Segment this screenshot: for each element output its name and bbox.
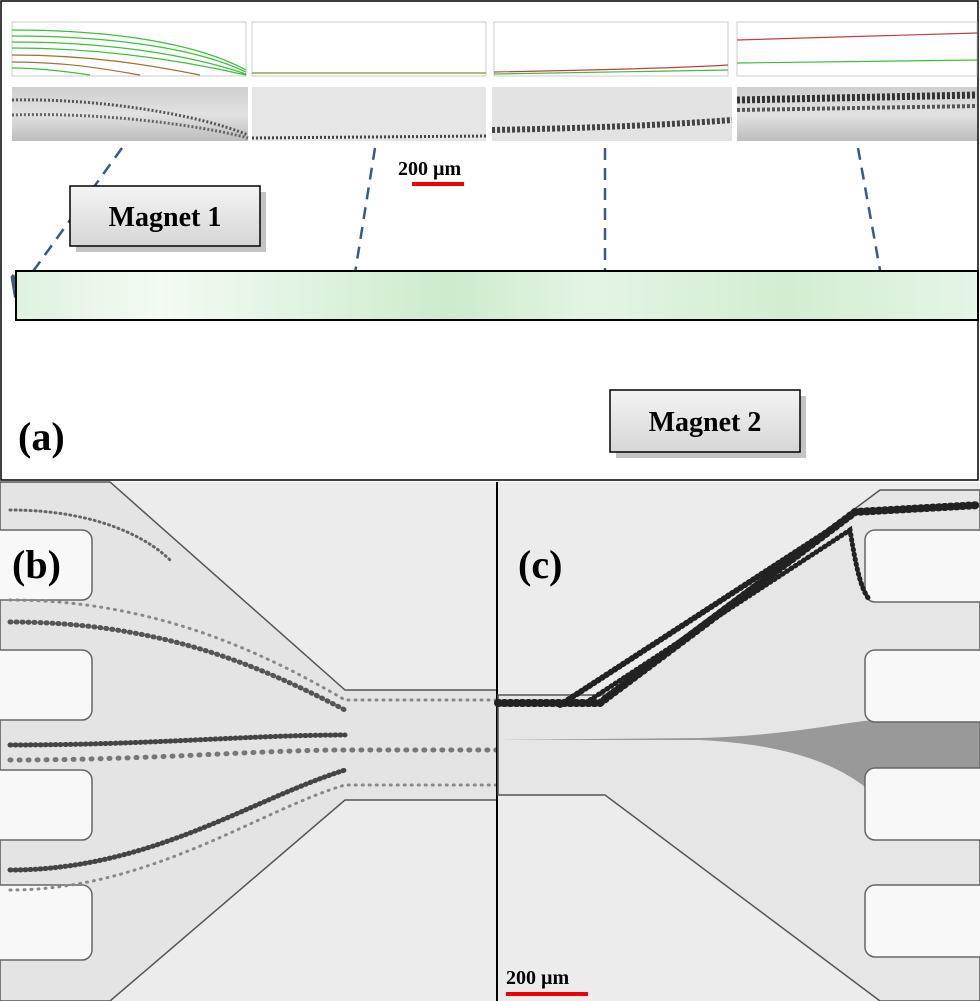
panel-label: (a): [18, 414, 65, 459]
scale-bar-label: 200 µm: [398, 158, 462, 180]
magnet-label: Magnet 1: [109, 202, 222, 233]
figure: 200 µm Magnet 1 Magnet 2 (a): [0, 0, 980, 1001]
panel-label: (c): [518, 542, 562, 587]
channel: [16, 271, 978, 320]
panel-a: 200 µm Magnet 1 Magnet 2 (a): [1, 1, 978, 480]
simulation-plots: [12, 22, 977, 76]
panel-c: (c) 200 µm: [498, 482, 980, 1001]
scale-bar-label: 200 µm: [506, 967, 570, 989]
magnet-label: Magnet 2: [649, 407, 762, 438]
panel-label: (b): [12, 542, 61, 587]
micrographs: [12, 87, 977, 141]
panel-b: (b): [0, 482, 497, 1001]
